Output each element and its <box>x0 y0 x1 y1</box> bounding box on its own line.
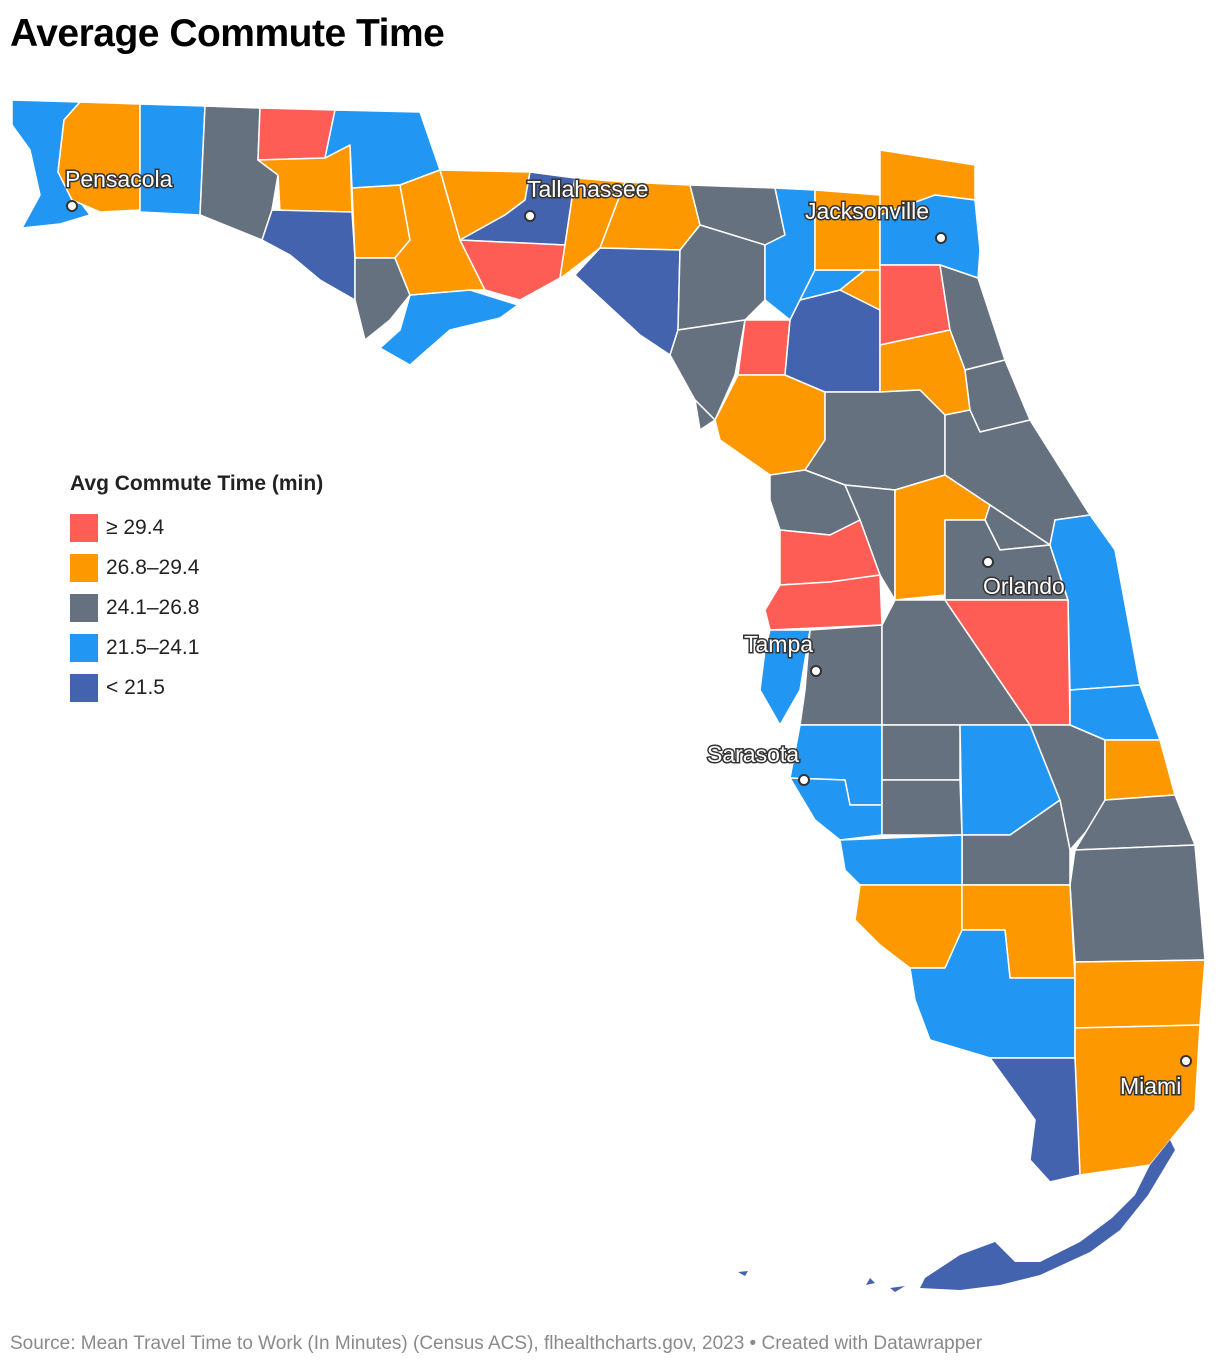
florida-county-map: Pensacola Tallahassee Jacksonville Orlan… <box>11 99 1206 1292</box>
city-label-pensacola: Pensacola <box>65 166 173 192</box>
county-gilchrist[interactable] <box>737 319 791 376</box>
county-dixie[interactable] <box>694 399 716 431</box>
chart-title: Average Commute Time <box>10 12 445 55</box>
city-label-sarasota: Sarasota <box>707 741 799 767</box>
county-st-lucie[interactable] <box>1104 739 1176 801</box>
county-hardee[interactable] <box>881 724 961 781</box>
county-desoto[interactable] <box>881 779 963 836</box>
county-sumter[interactable] <box>844 484 896 601</box>
county-lee[interactable] <box>854 884 963 969</box>
city-labels: Pensacola Tallahassee Jacksonville Orlan… <box>64 165 1183 1101</box>
county-wakulla[interactable] <box>459 239 566 301</box>
county-monroe[interactable] <box>989 1057 1081 1183</box>
county-charlotte[interactable] <box>839 834 963 886</box>
legend-item: < 21.5 <box>70 668 323 708</box>
city-label-tampa: Tampa <box>744 631 813 657</box>
legend-label: 26.8–29.4 <box>106 556 200 579</box>
legend-label: ≥ 29.4 <box>106 516 165 539</box>
county-palm-beach[interactable] <box>1069 844 1206 963</box>
city-dot-miami <box>1180 1055 1192 1067</box>
city-label-orlando: Orlando <box>983 573 1065 599</box>
county-levy[interactable] <box>714 374 826 476</box>
legend-swatch <box>70 554 98 582</box>
city-markers <box>66 200 1192 1067</box>
legend-item: 24.1–26.8 <box>70 588 323 628</box>
legend-item: 21.5–24.1 <box>70 628 323 668</box>
county-taylor[interactable] <box>574 247 681 356</box>
city-dot-orlando <box>982 556 994 568</box>
city-dot-pensacola <box>66 200 78 212</box>
legend-item: ≥ 29.4 <box>70 508 323 548</box>
county-okaloosa[interactable] <box>139 103 206 216</box>
county-franklin[interactable] <box>379 289 519 366</box>
legend-item: 26.8–29.4 <box>70 548 323 588</box>
county-marion[interactable] <box>804 389 946 491</box>
legend-label: 24.1–26.8 <box>106 596 200 619</box>
county-miami-dade[interactable] <box>1074 1024 1201 1176</box>
city-dot-sarasota <box>798 774 810 786</box>
city-dot-tampa <box>810 665 822 677</box>
county-suwannee[interactable] <box>677 224 766 331</box>
city-label-tallahassee: Tallahassee <box>527 176 648 202</box>
legend-label: 21.5–24.1 <box>106 636 200 659</box>
florida-keys-west[interactable] <box>738 1271 905 1292</box>
county-broward[interactable] <box>1074 959 1206 1029</box>
legend-swatch <box>70 634 98 662</box>
city-label-jacksonville: Jacksonville <box>805 198 929 224</box>
florida-keys[interactable] <box>920 1140 1175 1290</box>
city-dot-tallahassee <box>524 210 536 222</box>
legend: Avg Commute Time (min) ≥ 29.4 26.8–29.4 … <box>70 472 323 708</box>
county-alachua[interactable] <box>784 289 881 393</box>
county-bay[interactable] <box>261 209 356 301</box>
legend-title: Avg Commute Time (min) <box>70 472 324 495</box>
city-dot-jacksonville <box>935 232 947 244</box>
legend-swatch <box>70 594 98 622</box>
legend-label: < 21.5 <box>106 676 165 699</box>
county-holmes[interactable] <box>257 107 336 161</box>
legend-swatch <box>70 674 98 702</box>
city-label-miami: Miami <box>1120 1073 1181 1099</box>
county-santa-rosa[interactable] <box>57 101 141 213</box>
source-footer: Source: Mean Travel Time to Work (In Min… <box>10 1333 983 1354</box>
legend-swatch <box>70 514 98 542</box>
